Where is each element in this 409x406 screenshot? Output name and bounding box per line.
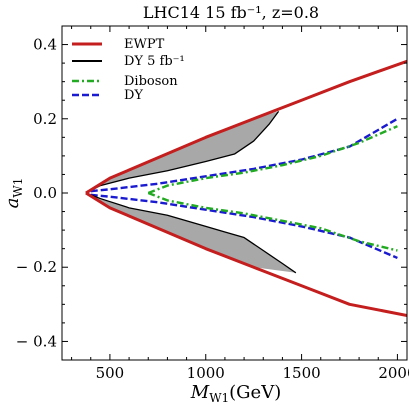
x-tick-label: 2000	[378, 364, 409, 382]
x-axis-title-symbol: M	[190, 382, 210, 403]
legend-label-dy: DY	[124, 88, 143, 103]
y-tick-label: − 0.4	[16, 332, 57, 350]
x-tick-label: 1500	[282, 364, 320, 382]
y-tick-label: − 0.2	[16, 258, 57, 276]
x-tick-label: 1000	[187, 364, 225, 382]
x-axis-title: MW1(GeV)	[190, 382, 281, 405]
y-axis-title: aW1	[2, 178, 25, 209]
legend-label-ewpt: EWPT	[124, 37, 165, 52]
y-axis-title-symbol: a	[2, 198, 23, 209]
legend-label-diboson: Diboson	[124, 74, 178, 89]
y-tick-label: 0.4	[33, 36, 57, 54]
chart-title: LHC14 15 fb⁻¹, z=0.8	[143, 3, 319, 22]
plot-frame	[62, 26, 407, 360]
y-tick-label: 0.2	[33, 110, 57, 128]
shaded-regions	[86, 111, 296, 272]
x-tick-label: 500	[96, 364, 125, 382]
x-axis-title-subscript: W1	[209, 391, 229, 405]
legend-label-dy-5-fb: DY 5 fb⁻¹	[124, 54, 185, 69]
y-axis-title-subscript: W1	[11, 178, 25, 198]
x-axis-title-unit: (GeV)	[229, 382, 281, 403]
y-tick-label: 0.0	[33, 184, 57, 202]
shaded-region-lower	[86, 193, 296, 273]
